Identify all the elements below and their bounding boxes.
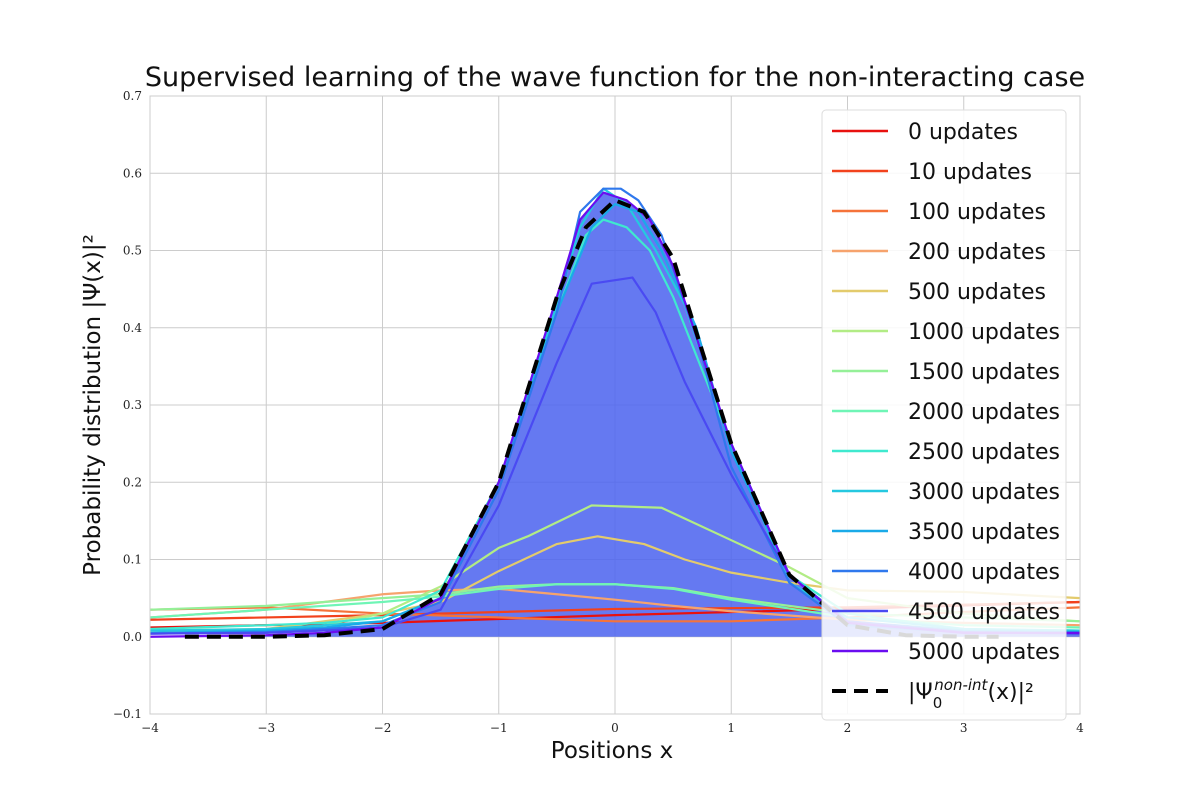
legend-label: 100 updates	[908, 200, 1046, 225]
chart-title: Supervised learning of the wave function…	[145, 62, 1085, 93]
legend-box	[821, 109, 1067, 721]
y-tick-label: 0.4	[123, 321, 142, 335]
y-tick-label: 0.2	[123, 475, 142, 489]
y-tick-label: 0.0	[123, 630, 142, 644]
legend-label: 4500 updates	[908, 600, 1060, 625]
legend-label: |Ψ0non-int(x)|²	[908, 676, 1034, 712]
legend-label: 500 updates	[908, 280, 1046, 305]
y-tick-label: 0.5	[123, 244, 142, 258]
x-tick-label: 3	[960, 721, 968, 735]
x-tick-label: −3	[257, 721, 275, 735]
y-tick-label: 0.3	[123, 398, 142, 412]
x-tick-label: 2	[844, 721, 852, 735]
x-tick-label: 1	[727, 721, 735, 735]
legend-label: 5000 updates	[908, 640, 1060, 665]
legend-label: 2500 updates	[908, 440, 1060, 465]
y-tick-label: −0.1	[113, 707, 142, 721]
legend-label: 1500 updates	[908, 360, 1060, 385]
legend-label: 10 updates	[908, 160, 1032, 185]
y-tick-label: 0.7	[123, 89, 142, 103]
x-tick-label: −4	[141, 721, 159, 735]
y-tick-label: 0.6	[123, 166, 142, 180]
legend-label: 2000 updates	[908, 400, 1060, 425]
legend-label: 4000 updates	[908, 560, 1060, 585]
legend: 0 updates 10 updates 100 updates 200 update…	[821, 109, 1067, 721]
y-tick-label: 0.1	[123, 553, 142, 567]
y-axis-label: Probability distribution |Ψ(x)|²	[80, 234, 106, 576]
legend-label: 3500 updates	[908, 520, 1060, 545]
x-tick-label: −2	[374, 721, 392, 735]
x-tick-label: −1	[490, 721, 508, 735]
probability-fill	[150, 192, 1080, 637]
legend-label: 200 updates	[908, 240, 1046, 265]
x-axis-label: Positions x	[551, 738, 673, 764]
plot-frame	[149, 95, 1081, 715]
tick-labels: −4 −3 −2 −1 0 1 2 3 4 −0.1 0.0 0.1 0.2 0.3 0.4 0.5 0.6 0.…	[113, 89, 1084, 735]
series-line-11	[149, 187, 1081, 635]
legend-label: 1000 updates	[908, 320, 1060, 345]
x-tick-label: 4	[1076, 721, 1084, 735]
series-line-8	[149, 218, 1081, 632]
area-fill	[150, 192, 1080, 637]
legend-label: 0 updates	[908, 120, 1018, 145]
x-tick-label: 0	[611, 721, 619, 735]
legend-label: 3000 updates	[908, 480, 1060, 505]
